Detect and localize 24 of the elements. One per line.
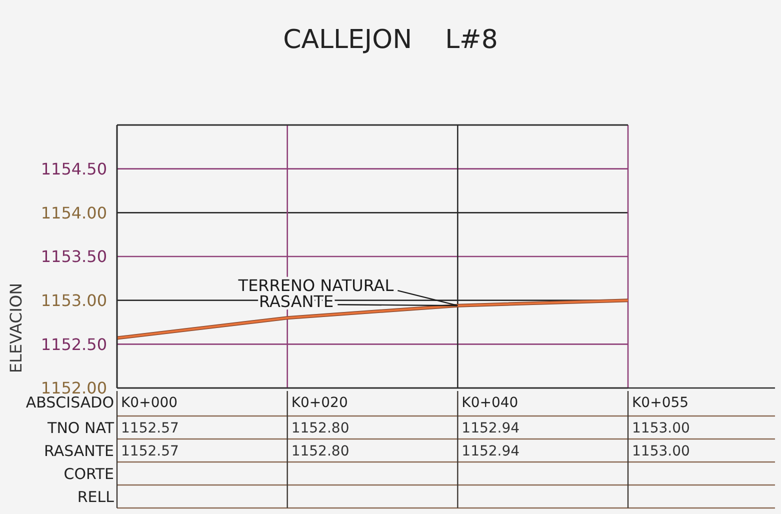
data-label: 1153.00 (632, 443, 690, 460)
y-tick-label: 1153.50 (40, 247, 107, 266)
x-tick-label: K0+055 (632, 394, 689, 411)
text: RELL (77, 488, 115, 506)
chart-title: CALLEJON L#8 (282, 24, 499, 56)
y-tick-label: 1153.00 (40, 290, 107, 310)
y-tick-label: 1152.50 (40, 334, 107, 354)
data-label: 1152.80 (291, 420, 350, 436)
x-tick-label: K0+040 (462, 394, 518, 411)
y-tick-label: 1154.50 (40, 159, 107, 178)
y-tick-label: 1154.00 (40, 203, 107, 222)
x-tick-label: K0+000 (121, 394, 178, 411)
data-label: 1152.57 (121, 420, 179, 436)
data-label: 1152.80 (291, 443, 350, 460)
x-tick-label: K0+020 (291, 394, 348, 411)
x-axis-title: ABSCISADO (26, 393, 114, 412)
text: CORTE (64, 464, 114, 483)
text: RASANTE (44, 442, 114, 460)
data-label: 1152.94 (462, 443, 520, 460)
data-label: 1152.57 (121, 443, 179, 460)
data-label: 1152.94 (462, 420, 520, 436)
y-axis-title: ELEVACION (6, 282, 26, 374)
text: TNO NAT (46, 418, 115, 437)
data-label: 1153.00 (632, 420, 690, 436)
